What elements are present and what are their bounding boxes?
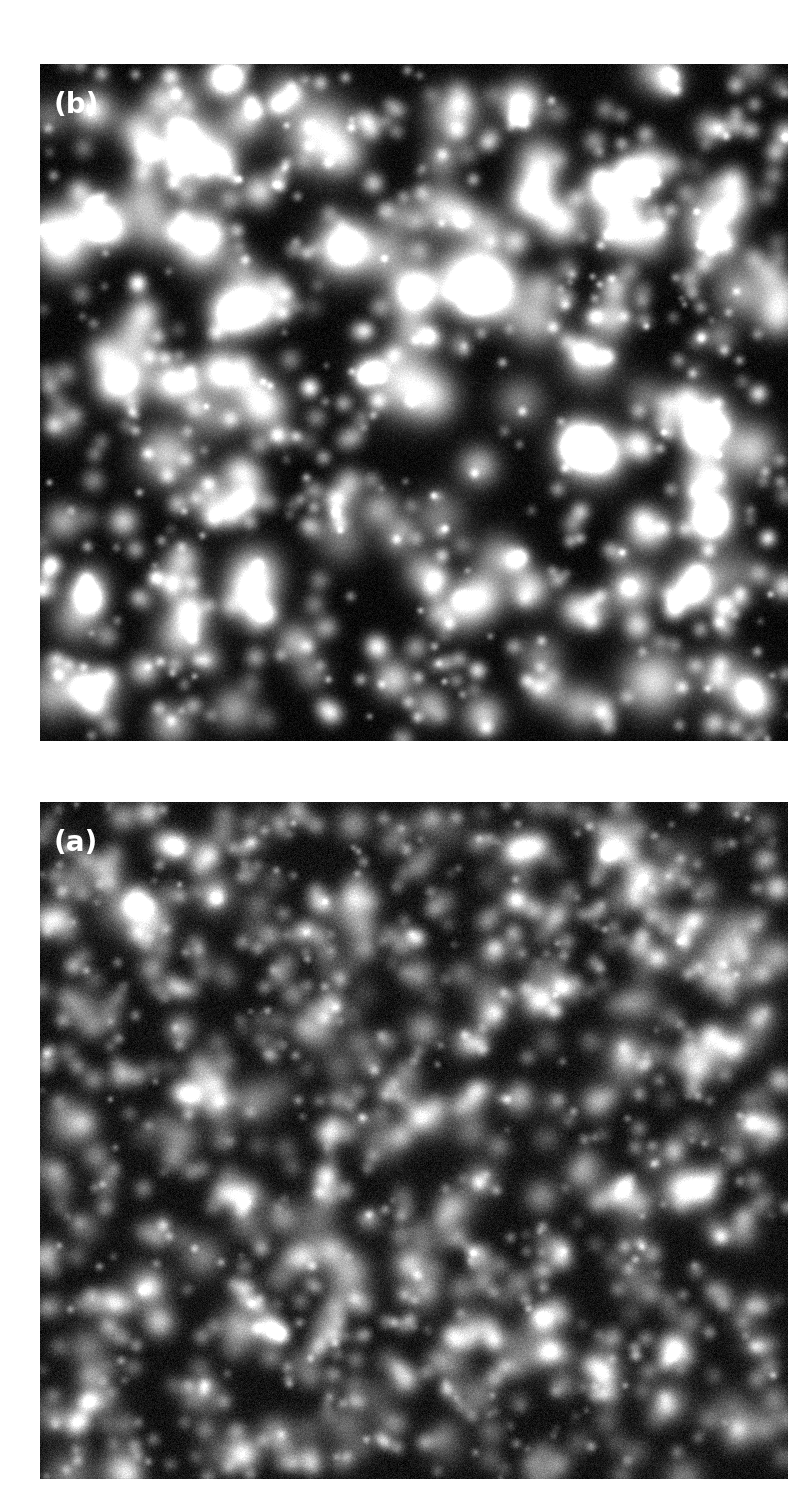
Text: (a): (a) [54, 830, 98, 857]
Text: 15.00 kV  5.0  ETD  30 000 x  13.4 mm  9.95 μm: 15.00 kV 5.0 ETD 30 000 x 13.4 mm 9.95 μ… [47, 785, 375, 799]
Text: 15.00 kV  5.0  ETD  30 000 x  13.4 mm  9.95 μm: 15.00 kV 5.0 ETD 30 000 x 13.4 mm 9.95 μ… [47, 48, 375, 61]
Text: (b): (b) [54, 91, 99, 119]
Text: Quanta FEG450: Quanta FEG450 [688, 785, 781, 799]
Text: 4 μm: 4 μm [598, 49, 630, 61]
Text: HV      spot  det   mag □    WD       HFW: HV spot det mag □ WD HFW [47, 21, 340, 34]
Text: HV      spot  det   mag □    WD       HFW: HV spot det mag □ WD HFW [47, 758, 340, 772]
Text: 4 μm: 4 μm [598, 787, 630, 800]
Text: Quanta FEG450: Quanta FEG450 [688, 48, 781, 61]
